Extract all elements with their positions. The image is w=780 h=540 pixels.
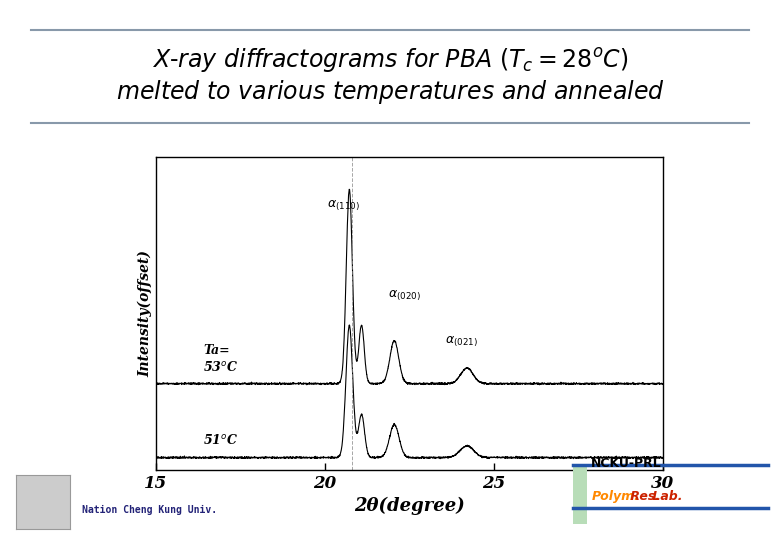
Text: $\mathit{melted\ to\ various\ temperatures\ and\ annealed}$: $\mathit{melted\ to\ various\ temperatur… — [115, 78, 665, 106]
X-axis label: 2θ(degree): 2θ(degree) — [354, 497, 465, 516]
Text: $\mathit{X\text{-}ray\ diffractograms\ for\ PBA\ (T_c=28^oC)}$: $\mathit{X\text{-}ray\ diffractograms\ f… — [152, 46, 628, 75]
Text: Lab.: Lab. — [648, 490, 682, 503]
Text: $\alpha_{(110)}$: $\alpha_{(110)}$ — [327, 199, 360, 213]
Text: 51$^o$C: 51$^o$C — [204, 434, 239, 448]
Text: $\alpha_{(021)}$: $\alpha_{(021)}$ — [445, 335, 478, 349]
Y-axis label: Intensity(offset): Intensity(offset) — [137, 249, 152, 377]
Text: Polym.: Polym. — [591, 490, 639, 503]
Text: $\alpha_{(020)}$: $\alpha_{(020)}$ — [388, 288, 420, 302]
Text: Nation Cheng Kung Univ.: Nation Cheng Kung Univ. — [82, 505, 217, 515]
Text: Ta=
53$^o$C: Ta= 53$^o$C — [204, 345, 239, 374]
Text: NCKU-PRL: NCKU-PRL — [591, 457, 662, 470]
Text: Res.: Res. — [626, 490, 661, 503]
